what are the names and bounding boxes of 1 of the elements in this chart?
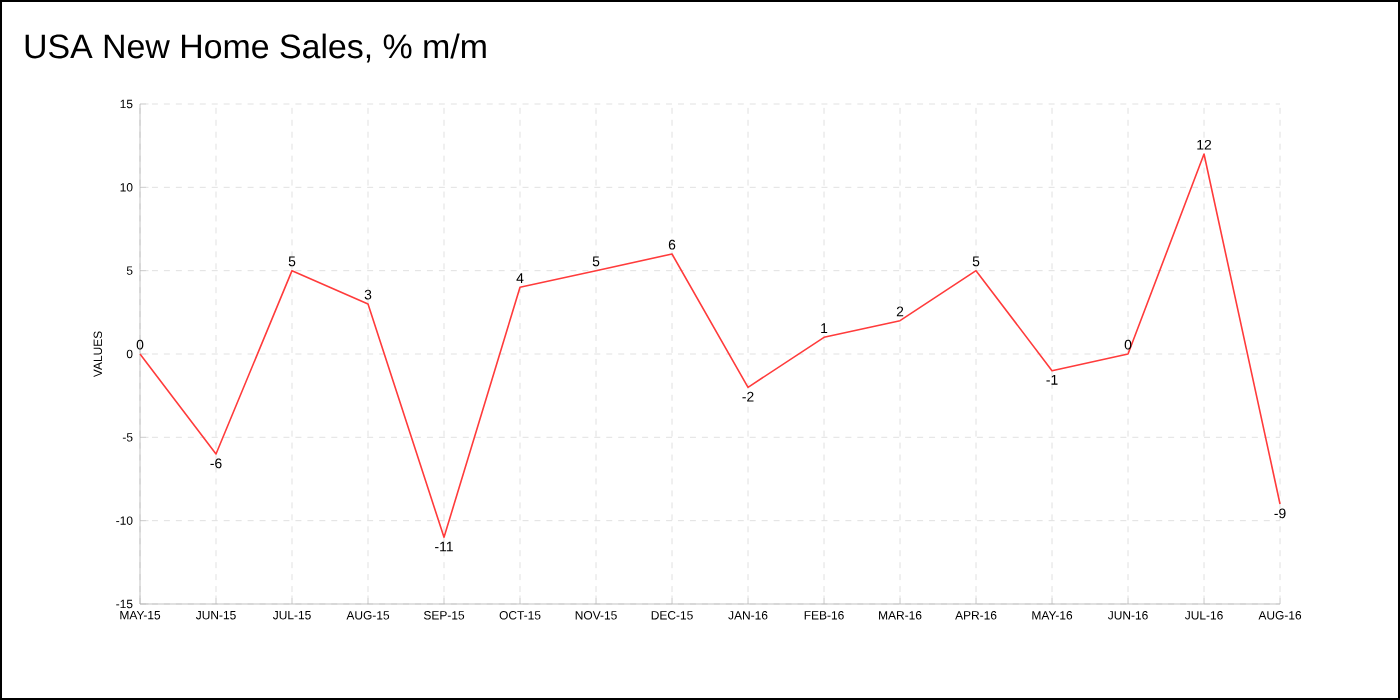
chart-title: USA New Home Sales, % m/m <box>25 33 486 63</box>
